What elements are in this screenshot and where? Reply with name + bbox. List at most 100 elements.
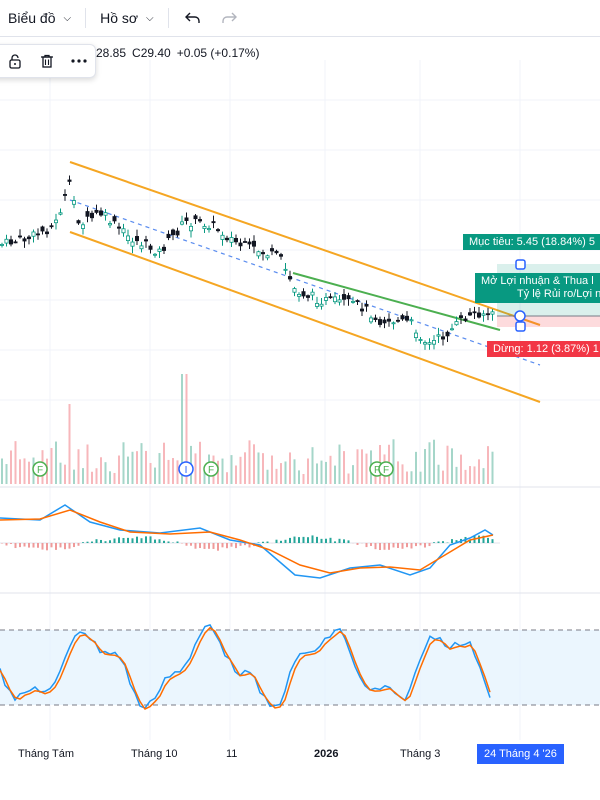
candle-body	[395, 319, 400, 322]
time-label: Tháng 3	[400, 748, 441, 760]
candle-body	[197, 219, 202, 222]
candle-body	[26, 236, 31, 240]
volume-bar	[320, 460, 323, 484]
channel-upper-line[interactable]	[69, 161, 541, 326]
volume-bar	[77, 449, 80, 484]
macd-bar	[73, 543, 75, 548]
macd-bar	[316, 536, 318, 543]
macd-bar	[239, 543, 242, 546]
event-marker[interactable]: F	[32, 461, 48, 477]
volume-bar	[347, 473, 350, 484]
volume-bar	[127, 456, 129, 484]
volume-bar	[406, 471, 408, 484]
channel-mid-line[interactable]	[69, 199, 541, 366]
candle-body	[476, 312, 481, 318]
volume-bar	[307, 458, 309, 484]
event-marker-label: F	[383, 465, 389, 476]
time-label: 11	[226, 748, 238, 760]
candle-body	[310, 291, 315, 296]
volume-bar	[73, 469, 75, 484]
candle-body	[22, 238, 27, 242]
volume-bar	[487, 446, 489, 484]
candle-body	[449, 328, 454, 331]
macd-bar	[487, 537, 489, 543]
candle-body	[211, 221, 216, 224]
undo-button[interactable]	[175, 0, 211, 36]
loss-zone[interactable]	[497, 316, 600, 327]
candle-body	[305, 295, 310, 298]
event-marker[interactable]: I	[178, 461, 194, 477]
macd-bar	[5, 543, 8, 546]
macd-bar	[311, 535, 314, 543]
volume-bar	[203, 469, 206, 484]
candle-body	[17, 235, 22, 238]
macd-bar	[122, 537, 125, 543]
candle-body	[323, 297, 328, 301]
grid	[0, 60, 600, 740]
volume-bar	[230, 455, 233, 484]
candle-body	[278, 254, 283, 257]
chart-canvas[interactable]: F I F F F	[0, 37, 600, 743]
trash-icon	[41, 54, 53, 68]
candle-body	[36, 233, 41, 236]
volume-bar	[109, 471, 111, 484]
volume-bar	[37, 469, 39, 484]
time-label: Tháng 10	[131, 748, 178, 760]
volume-bar	[118, 455, 120, 484]
candle-body	[287, 276, 292, 280]
volume-bar	[491, 451, 494, 484]
macd-bar	[203, 543, 206, 549]
volume-bar	[262, 453, 264, 484]
macd-bar	[248, 543, 251, 548]
volume-bar	[235, 465, 237, 484]
macd-bar	[59, 543, 62, 548]
volume-bar	[1, 458, 3, 484]
time-axis[interactable]: Tháng Tám Tháng 10 11 2026 Tháng 3	[0, 744, 600, 766]
candle-body	[431, 340, 436, 345]
candle-body	[251, 240, 256, 247]
undo-icon	[184, 12, 200, 23]
delete-button[interactable]	[34, 48, 60, 74]
candle-body	[400, 315, 405, 320]
candle-body	[269, 248, 274, 252]
target-handle[interactable]	[515, 259, 526, 270]
legend-close: C29.40	[132, 46, 171, 60]
candle-body	[67, 179, 72, 182]
volume-bar	[95, 468, 98, 484]
candle-body	[139, 245, 144, 250]
candle-body	[413, 332, 418, 339]
chart-menu-button[interactable]: Biểu đồ ⌵	[0, 0, 79, 36]
toolbar-divider	[167, 8, 169, 28]
event-marker-label: F	[374, 465, 380, 476]
macd-bar	[325, 538, 327, 543]
macd-bar	[266, 541, 269, 543]
profile-menu-button[interactable]: Hồ sơ ⌵	[92, 0, 162, 36]
volume-bar	[68, 404, 71, 484]
position-info-box[interactable]: Mở Lợi nhuận & Thua l Tỷ lệ Rủi ro/Lợi n	[475, 273, 600, 303]
volume-bar	[50, 447, 53, 484]
event-marker[interactable]: F	[378, 461, 394, 477]
volume-bar	[154, 467, 156, 484]
lock-button[interactable]	[2, 48, 28, 74]
target-badge[interactable]: Mục tiêu: 5.45 (18.84%) 5	[463, 234, 600, 250]
macd-bar	[46, 543, 48, 551]
more-button[interactable]	[66, 48, 92, 74]
macd-bar	[401, 543, 404, 549]
stop-handle[interactable]	[515, 321, 526, 332]
candle-body	[103, 212, 108, 216]
candle-body	[161, 246, 166, 251]
macd-bar	[37, 543, 39, 548]
entry-handle[interactable]	[514, 310, 526, 322]
channel-lower-line[interactable]	[69, 231, 541, 403]
candle-body	[224, 237, 229, 241]
volume-bar	[158, 453, 161, 484]
candle-body	[373, 317, 378, 320]
macd-bar	[433, 542, 435, 543]
volume-bar	[5, 464, 8, 484]
volume-bar	[100, 457, 102, 484]
macd-bar	[10, 543, 12, 544]
stop-badge[interactable]: Dừng: 1.12 (3.87%) 1	[487, 341, 600, 357]
volume-bar	[145, 450, 147, 484]
event-marker[interactable]: F	[203, 461, 219, 477]
redo-button[interactable]	[211, 0, 247, 36]
